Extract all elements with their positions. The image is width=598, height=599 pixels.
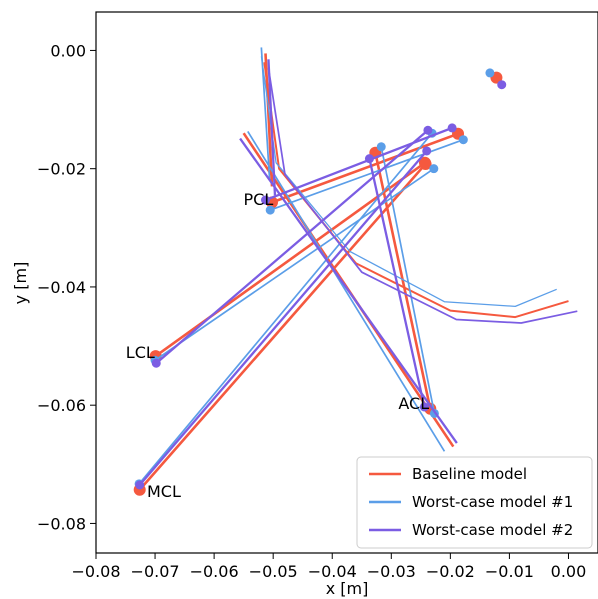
plot-frame [95,11,598,554]
ligament-mcl [138,162,427,492]
attachment-point [422,146,432,156]
attachment-point [135,480,145,490]
ligament-acl [368,157,426,409]
y-axis: 0.00 −0.02 −0.04 −0.06 −0.08 [37,41,96,533]
attachment-point [429,164,439,174]
annotation-lcl: LCL [126,343,155,362]
ligament-acl [380,145,436,415]
ligament-annotations: PCL LCL ACL MCL [126,190,429,501]
ligament-lcl [155,129,430,365]
femur-line [260,47,271,181]
series-3 [135,59,578,490]
attachment-point [419,402,429,412]
legend: Baseline model Worst-case model #1 Worst-c… [356,456,593,549]
femur-arc [267,68,578,324]
legend-box [356,456,593,549]
y-axis-label: y [m] [11,262,30,305]
x-tick-label: −0.03 [367,562,416,581]
attachment-point [151,358,161,368]
plot-area [133,47,578,496]
legend-entry: Baseline model [412,465,527,483]
femur-line [247,130,446,452]
legend-entry: Worst-case model #1 [412,493,573,511]
attachment-point [265,205,275,215]
attachment-point [447,123,457,133]
y-tick-label: −0.06 [37,396,86,415]
y-tick-label: 0.00 [50,41,86,60]
reference-point [497,80,507,90]
x-tick-label: −0.06 [190,562,239,581]
x-tick-label: 0.00 [551,562,587,581]
femur-line [264,53,274,187]
legend-entry: Worst-case model #2 [412,521,573,539]
ligament-pcl [270,132,460,204]
x-tick-label: −0.05 [249,562,298,581]
y-tick-label: −0.02 [37,160,86,179]
attachment-point [419,157,432,170]
x-axis: −0.08 −0.07 −0.06 −0.05 −0.04 −0.03 −0.02 −0.01… [71,553,586,581]
y-tick-label: −0.08 [37,514,86,533]
ligament-pcl [264,126,454,202]
attachment-point [376,142,386,152]
attachment-point [423,125,433,135]
ligament-mcl [138,149,428,487]
femur-line [267,59,277,196]
annotation-pcl: PCL [244,190,274,209]
x-tick-label: −0.02 [426,562,475,581]
annotation-acl: ACL [398,394,429,413]
x-tick-label: −0.01 [485,562,534,581]
ligament-mcl [138,132,433,485]
x-tick-label: −0.08 [71,562,120,581]
y-tick-label: −0.04 [37,278,86,297]
attachment-point [458,135,468,145]
x-tick-label: −0.07 [131,562,180,581]
x-axis-label: x [m] [326,579,369,598]
attachment-point [260,195,270,205]
ligament-acl [374,151,432,411]
attachment-point [364,154,374,164]
ligament-lcl [154,167,435,362]
reference-point [485,68,495,78]
annotation-mcl: MCL [147,482,181,501]
x-tick-label: −0.04 [308,562,357,581]
